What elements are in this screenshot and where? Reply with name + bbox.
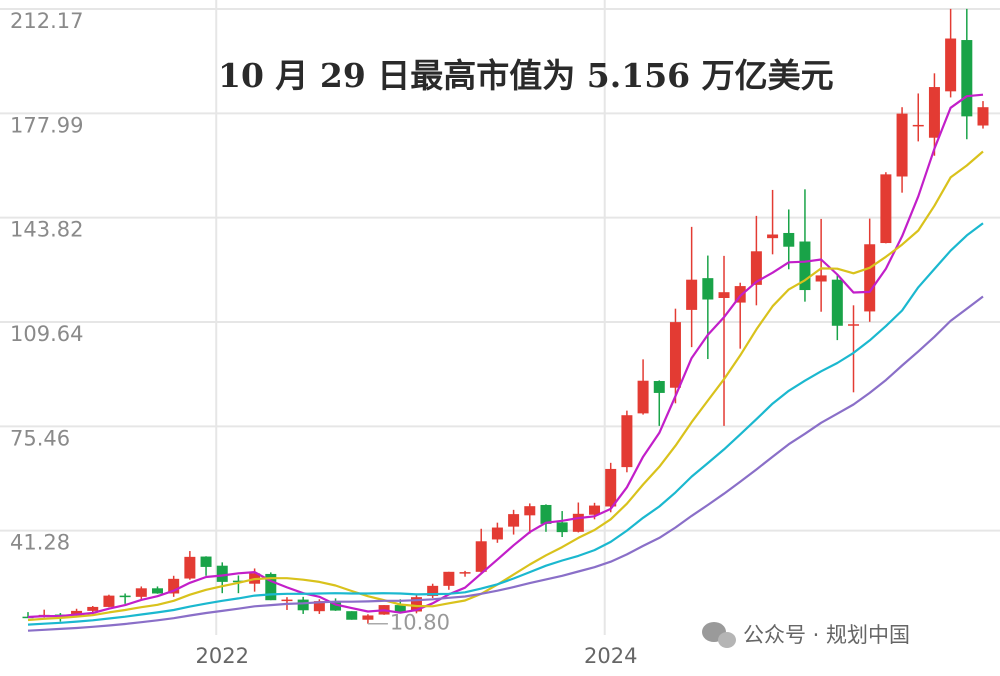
ma-line [27,222,984,626]
candle-body [750,251,762,285]
watermark-text: 公众号 · 规划中国 [743,623,910,647]
candle-body [815,275,827,282]
candle-body [168,578,180,594]
candle-body [297,599,309,611]
candle-body [831,279,843,326]
candle-body [605,468,617,507]
candle-body [443,571,455,586]
candle-body [232,580,244,583]
candle-body [977,107,989,126]
candle-body [961,40,973,117]
candle-body [330,601,342,611]
candle-body [734,286,746,303]
candle-body [151,588,163,594]
candle-body [265,573,277,601]
candle-body [346,611,358,620]
candle-body [589,505,601,515]
x-tick-label: 2022 [196,644,249,668]
candle-body [945,38,957,92]
candle-body [459,572,471,574]
candle-body [864,244,876,312]
candle-body [637,380,649,414]
candle-body [427,585,439,596]
chart-title: 10 月 29 日最高市值为 5.156 万亿美元 [218,56,834,95]
ma-line [27,150,984,622]
min-label: 10.80 [390,611,450,635]
candle-body [912,124,924,127]
ma-line [27,295,984,632]
candle-body [313,601,325,612]
watermark: 公众号 · 规划中国 [702,622,910,648]
candle-body [475,541,487,572]
y-tick-label: 41.28 [10,531,70,555]
candle-body [896,113,908,177]
labels: 41.28 75.46 109.64 143.82 177.99 212.17 2022 20… [10,9,637,668]
y-tick-label: 75.46 [10,426,70,450]
candle-body [394,605,406,613]
candle-body [572,513,584,532]
watermark-icon [718,632,736,648]
grid [0,0,1000,635]
y-tick-label: 143.82 [10,218,83,242]
candle-body [702,278,714,300]
candle-body [87,606,99,611]
candle-body [71,610,83,616]
marks [22,8,989,632]
candle-body [508,514,520,527]
candle-body [540,504,552,524]
candle-body [799,241,811,291]
candle-body [22,616,34,619]
candle-body [410,597,422,612]
candle-body [880,174,892,244]
candle-body [928,87,940,138]
candle-body [556,522,568,533]
y-tick-label: 109.64 [10,322,83,346]
ma-line [27,93,984,619]
candle-body [362,615,374,620]
x-tick-label: 2024 [584,644,637,668]
candle-body [848,324,860,326]
candle-body [767,234,779,239]
candle-body [135,588,147,597]
candle-body [783,232,795,247]
candle-body [200,556,212,567]
candle-body [686,279,698,310]
candle-body [491,527,503,540]
candle-body [281,599,293,602]
candle-body [653,381,665,393]
candle-body [524,506,536,516]
candle-body [184,556,196,579]
candle-body [669,322,681,388]
candle-body [216,565,228,582]
candle-body [718,292,730,298]
candle-body [119,595,131,598]
y-tick-label: 212.17 [10,9,83,33]
candle-body [621,415,633,468]
candle-body [103,595,115,607]
y-tick-label: 177.99 [10,113,83,137]
